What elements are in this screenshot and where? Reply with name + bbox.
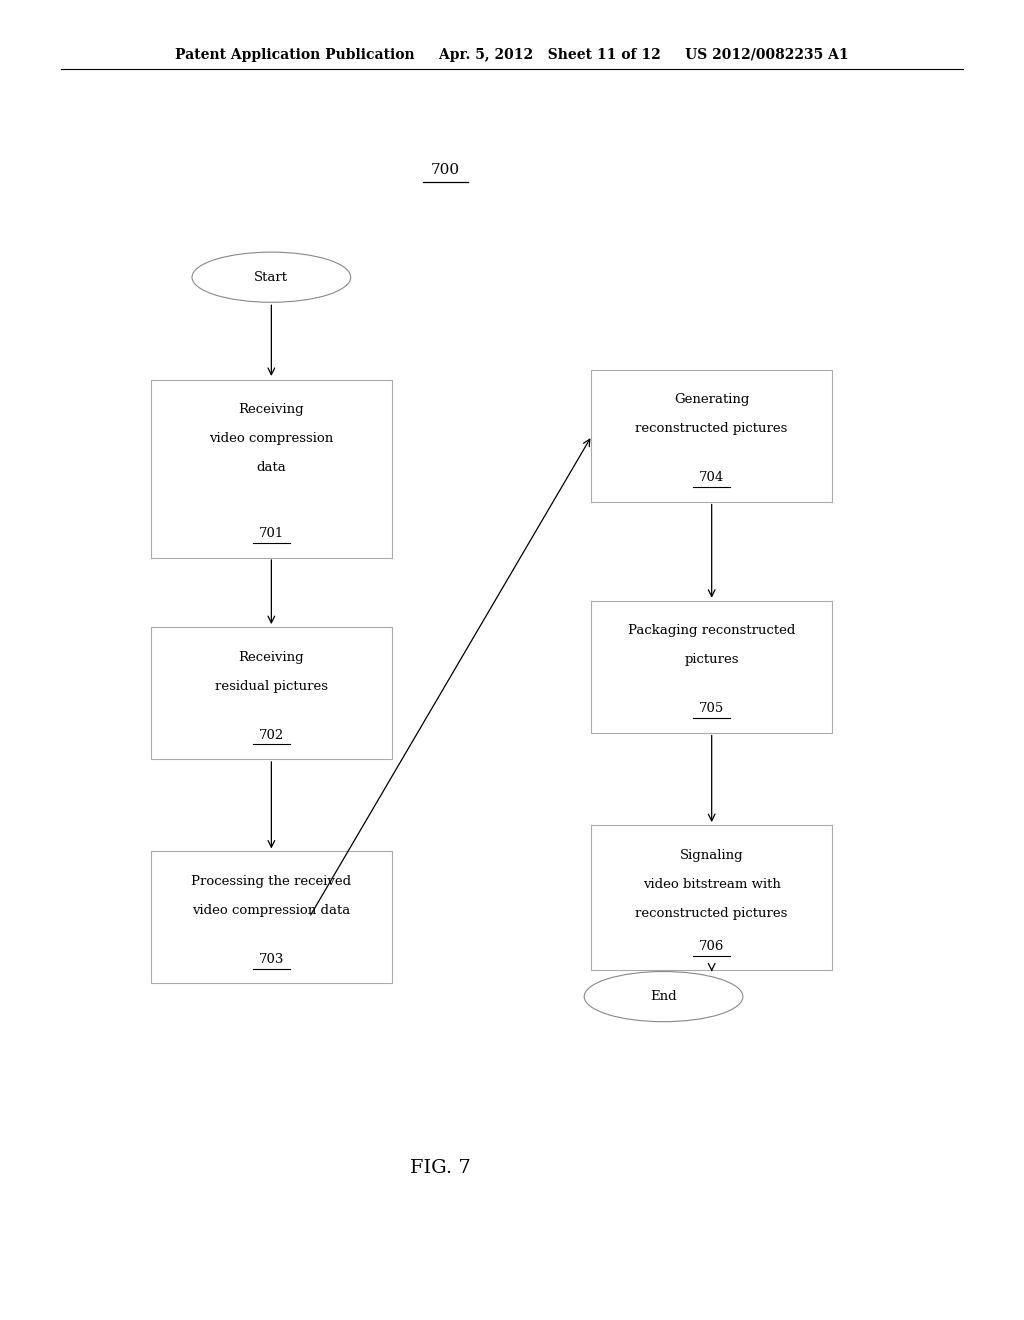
Text: FIG. 7: FIG. 7 xyxy=(410,1159,471,1177)
Text: 702: 702 xyxy=(259,729,284,742)
Text: End: End xyxy=(650,990,677,1003)
FancyBboxPatch shape xyxy=(152,851,391,983)
Text: Processing the received: Processing the received xyxy=(191,875,351,888)
Text: data: data xyxy=(256,462,287,474)
Text: video compression: video compression xyxy=(209,433,334,445)
Text: Start: Start xyxy=(254,271,289,284)
Text: 704: 704 xyxy=(699,471,724,484)
Text: reconstructed pictures: reconstructed pictures xyxy=(636,422,787,436)
Text: Generating: Generating xyxy=(674,393,750,407)
FancyBboxPatch shape xyxy=(152,627,391,759)
Text: 705: 705 xyxy=(699,702,724,715)
Text: pictures: pictures xyxy=(684,653,739,667)
Text: 700: 700 xyxy=(431,162,460,177)
Ellipse shape xyxy=(193,252,350,302)
FancyBboxPatch shape xyxy=(591,601,831,733)
FancyBboxPatch shape xyxy=(152,380,391,557)
Text: Signaling: Signaling xyxy=(680,849,743,862)
FancyBboxPatch shape xyxy=(591,370,831,502)
Text: 701: 701 xyxy=(259,528,284,540)
Text: Packaging reconstructed: Packaging reconstructed xyxy=(628,624,796,638)
Text: Patent Application Publication     Apr. 5, 2012   Sheet 11 of 12     US 2012/008: Patent Application Publication Apr. 5, 2… xyxy=(175,48,849,62)
Text: video bitstream with: video bitstream with xyxy=(643,878,780,891)
Text: reconstructed pictures: reconstructed pictures xyxy=(636,907,787,920)
FancyBboxPatch shape xyxy=(591,825,831,970)
Text: 703: 703 xyxy=(259,953,284,966)
Text: video compression data: video compression data xyxy=(193,904,350,917)
Text: residual pictures: residual pictures xyxy=(215,680,328,693)
Text: 706: 706 xyxy=(699,940,724,953)
Text: Receiving: Receiving xyxy=(239,404,304,416)
Text: Receiving: Receiving xyxy=(239,651,304,664)
Ellipse shape xyxy=(584,972,743,1022)
